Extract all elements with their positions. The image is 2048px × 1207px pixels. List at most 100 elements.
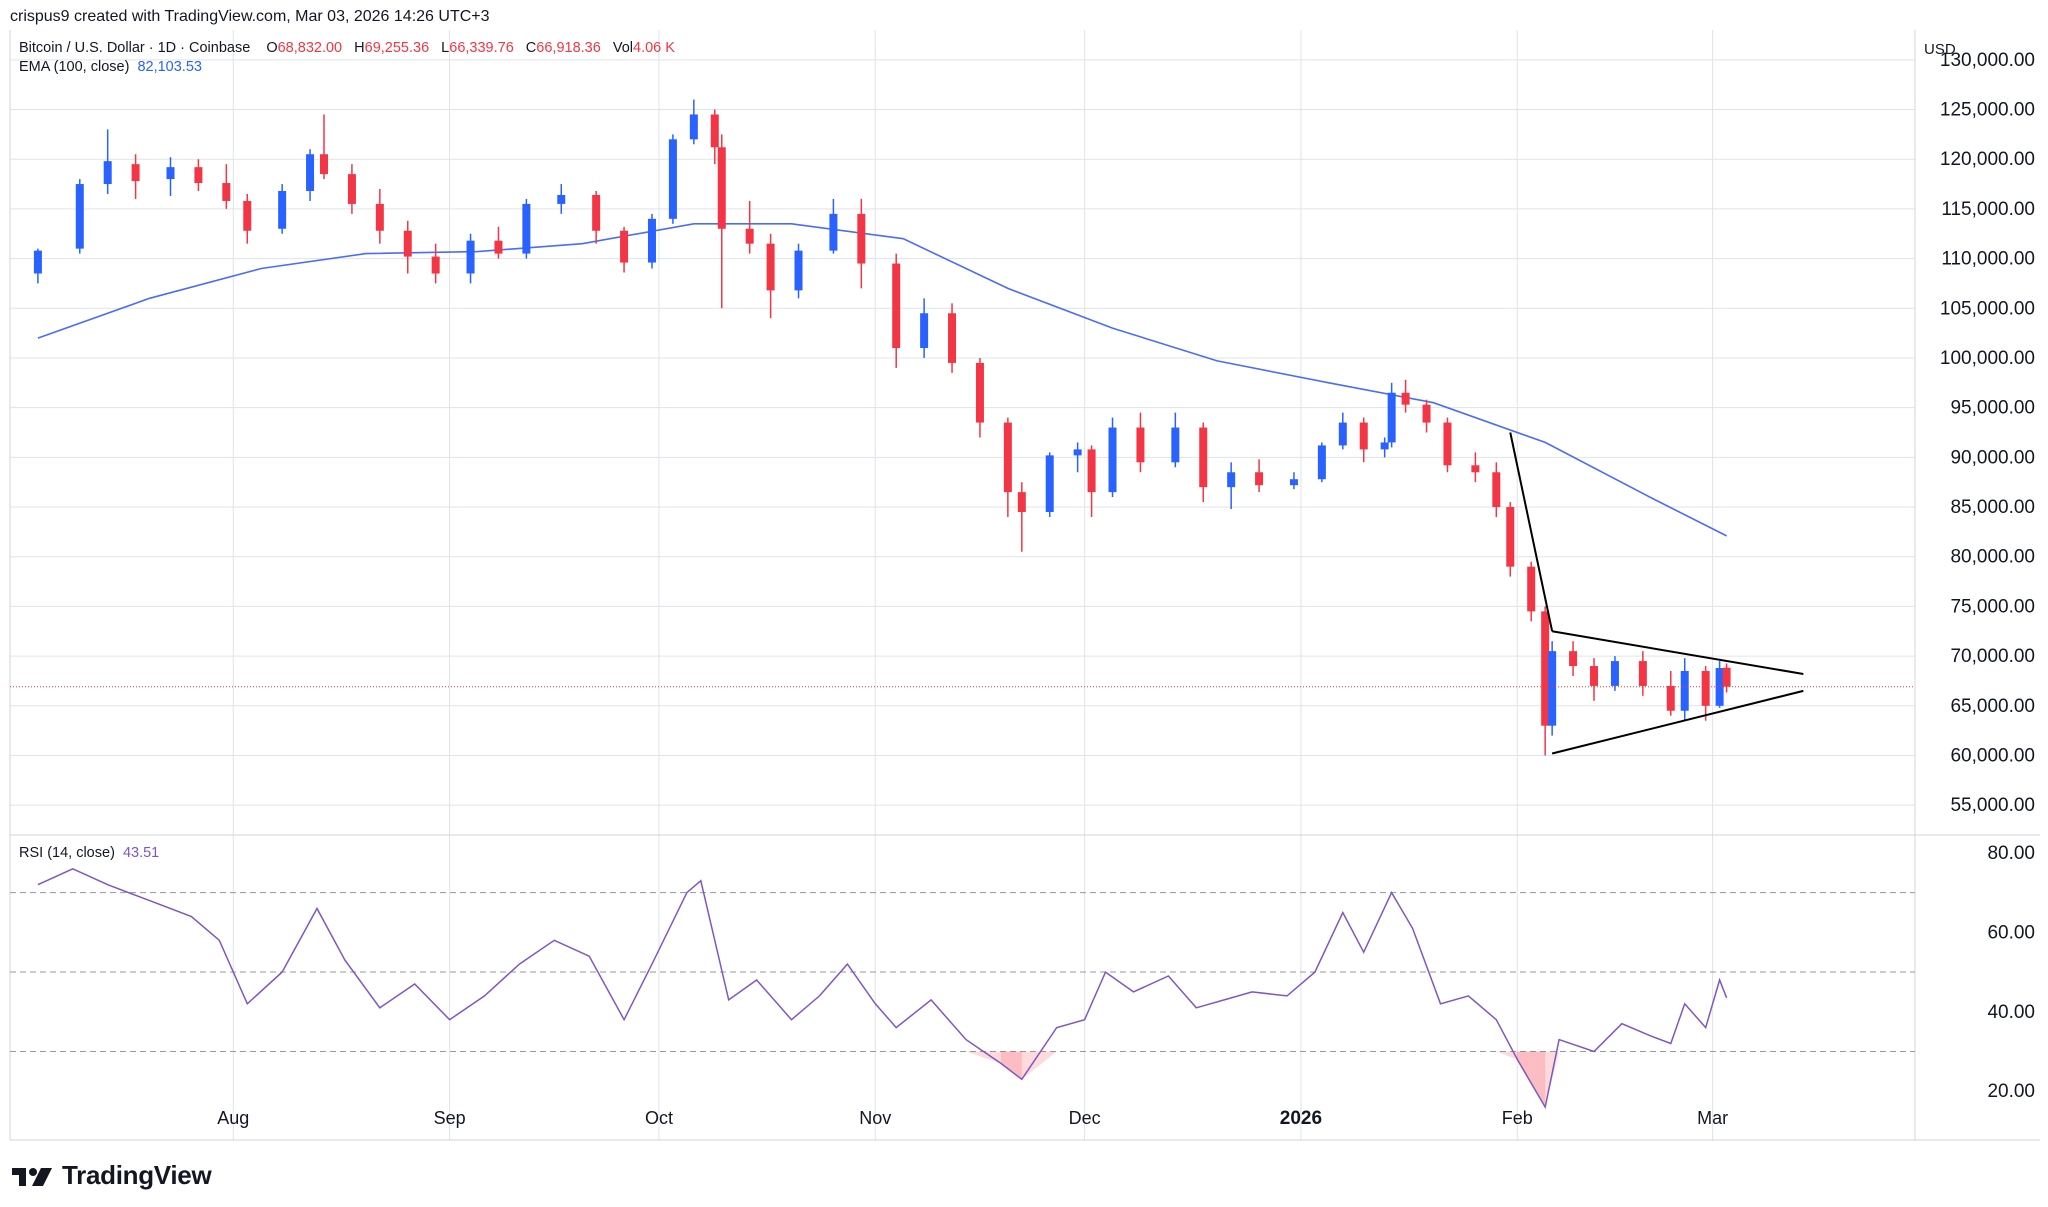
candle-body-down xyxy=(375,203,384,231)
rsi-legend[interactable]: RSI (14, close) 43.51 xyxy=(19,845,159,861)
candle-body-down xyxy=(717,147,726,229)
candle-body-up xyxy=(33,250,42,274)
ema-series-line xyxy=(37,223,1727,537)
candle-body-up xyxy=(1171,427,1180,463)
candle-body-down xyxy=(1492,472,1501,508)
time-tick-label: Oct xyxy=(645,1108,673,1128)
candle-body-up xyxy=(1387,392,1396,443)
candle-body-up xyxy=(689,114,698,140)
symbol-title: Bitcoin / U.S. Dollar · 1D · Coinbase xyxy=(19,40,251,56)
candle-body-down xyxy=(710,114,719,148)
rsi-oversold-fill xyxy=(966,1051,1022,1080)
open-label: O xyxy=(266,40,278,56)
low-value: 66,339.76 xyxy=(449,40,514,56)
low-label: L xyxy=(441,40,450,56)
candle-body-down xyxy=(1003,422,1012,493)
symbol-legend[interactable]: Bitcoin / U.S. Dollar · 1D · Coinbase O 6… xyxy=(19,40,675,56)
time-tick-label: Sep xyxy=(434,1108,466,1128)
time-tick-label: 2026 xyxy=(1280,1108,1322,1129)
candle-body-down xyxy=(347,174,356,204)
candle-body-down xyxy=(1638,661,1647,686)
rsi-oversold-fill xyxy=(1531,1051,1560,1108)
candle-body-down xyxy=(194,167,203,184)
candle-body-down xyxy=(1087,449,1096,493)
rsi-label: RSI (14, close) xyxy=(19,845,115,861)
candle-body-down xyxy=(1255,472,1264,486)
candle-body-down xyxy=(1666,685,1675,711)
rsi-value: 43.51 xyxy=(122,845,160,861)
time-tick-label: Feb xyxy=(1502,1108,1533,1128)
high-value: 69,255.36 xyxy=(364,40,430,56)
price-tick-label: 95,000.00 xyxy=(1950,398,2035,419)
candle-body-down xyxy=(1136,427,1145,463)
price-tick-label: 105,000.00 xyxy=(1940,298,2035,319)
candle-body-down xyxy=(243,200,252,231)
candle-body-down xyxy=(592,194,601,231)
candle-body-down xyxy=(1506,507,1515,567)
candle-body-up xyxy=(306,154,315,191)
candle-body-up xyxy=(794,250,803,291)
triangle-trendline xyxy=(1509,432,1554,632)
candle-body-down xyxy=(1017,492,1026,513)
candle-body-down xyxy=(1722,667,1731,687)
rsi-oversold-fill xyxy=(1517,1051,1546,1108)
triangle-trendline xyxy=(1551,689,1804,755)
candle-body-up xyxy=(522,203,531,254)
candle-body-down xyxy=(975,362,984,423)
candle-body-up xyxy=(1108,427,1117,493)
triangle-trendline xyxy=(1551,630,1804,675)
rsi-tick-label: 40.00 xyxy=(1987,1002,2035,1023)
price-axis[interactable]: 55,000.00 60,000.00 65,000.00 70,000.00 75,0… xyxy=(1940,50,2035,816)
time-axis[interactable]: Aug Sep Oct Nov Dec 2026 Feb Mar xyxy=(217,1108,1728,1129)
pane-borders xyxy=(9,30,2040,1141)
grid xyxy=(10,30,1915,1140)
currency-label[interactable]: USD xyxy=(1924,41,1956,58)
candle-body-down xyxy=(620,230,629,263)
candle-body-up xyxy=(1045,455,1054,513)
time-tick-label: Aug xyxy=(217,1108,249,1128)
candle-body-down xyxy=(1590,666,1599,686)
tradingview-brand[interactable]: TradingView xyxy=(12,1160,212,1191)
candle-body-down xyxy=(431,256,440,274)
candle-body-up xyxy=(75,184,84,249)
price-tick-label: 55,000.00 xyxy=(1950,795,2035,816)
candle-body-up xyxy=(1338,422,1347,446)
close-label: C xyxy=(525,40,537,56)
time-tick-label: Dec xyxy=(1069,1108,1101,1128)
candle-body-down xyxy=(1569,651,1578,667)
price-tick-label: 80,000.00 xyxy=(1950,547,2035,568)
price-tick-label: 120,000.00 xyxy=(1940,149,2035,170)
candle-body-up xyxy=(1317,445,1326,480)
candle-body-up xyxy=(103,161,112,185)
price-tick-label: 85,000.00 xyxy=(1950,497,2035,518)
candle-body-up xyxy=(1380,442,1389,450)
candle-body-down xyxy=(1359,422,1368,450)
candle-body-down xyxy=(494,240,503,254)
candle-body-down xyxy=(857,213,866,264)
candle-body-down xyxy=(1701,671,1710,706)
candle-body-up xyxy=(1715,668,1724,706)
ema-label: EMA (100, close) xyxy=(19,59,130,75)
candle-body-up xyxy=(557,194,566,204)
price-tick-label: 65,000.00 xyxy=(1950,696,2035,717)
volume-value: 4.06 K xyxy=(633,40,675,56)
candle-body-down xyxy=(1471,465,1480,473)
candle-body-down xyxy=(131,164,140,182)
candle-body-up xyxy=(1227,472,1236,488)
rsi-tick-label: 20.00 xyxy=(1987,1081,2035,1102)
rsi-axis[interactable]: 20.00 40.00 60.00 80.00 xyxy=(1987,843,2035,1102)
candlesticks xyxy=(33,99,1731,756)
chart-credit: crispus9 created with TradingView.com, M… xyxy=(10,8,490,25)
ema-value: 82,103.53 xyxy=(137,59,202,75)
rsi-tick-label: 60.00 xyxy=(1987,922,2035,943)
candle-body-down xyxy=(222,183,231,201)
candle-body-down xyxy=(745,228,754,244)
price-tick-label: 125,000.00 xyxy=(1940,100,2035,121)
rsi-series-line xyxy=(37,867,1728,1110)
rsi-tick-label: 80.00 xyxy=(1987,843,2035,864)
rsi-oversold-fill xyxy=(1000,1051,1057,1080)
ema-legend[interactable]: EMA (100, close) 82,103.53 xyxy=(19,59,202,75)
candle-body-down xyxy=(766,243,775,291)
price-tick-label: 115,000.00 xyxy=(1941,199,2035,220)
